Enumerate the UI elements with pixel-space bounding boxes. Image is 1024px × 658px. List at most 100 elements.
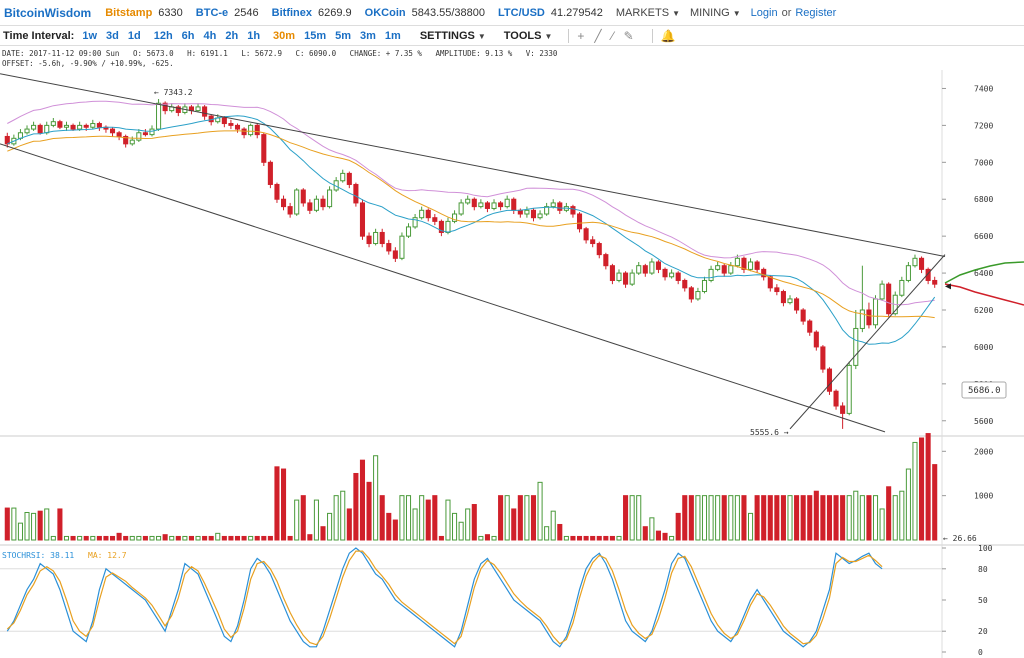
mining-menu-label: MINING <box>690 6 730 19</box>
volume-bar <box>563 535 569 541</box>
pen-tool-icon[interactable]: ✎ <box>623 28 634 43</box>
volume-bar <box>109 535 116 541</box>
markets-menu[interactable]: MARKETS ▼ <box>616 7 680 19</box>
interval-3m[interactable]: 3m <box>360 29 376 42</box>
volume-bar <box>182 535 188 541</box>
candle-body <box>412 217 418 228</box>
candle-body <box>708 268 714 281</box>
interval-4h[interactable]: 4h <box>203 29 217 42</box>
toolbar-divider <box>651 28 653 43</box>
price-tick-label: 5600 <box>974 417 993 426</box>
candle-body <box>281 198 287 208</box>
volume-bar <box>346 508 352 541</box>
candle-body <box>366 235 372 245</box>
volume-bar <box>287 535 293 541</box>
candle-body <box>320 198 326 208</box>
volume-bar <box>77 535 83 541</box>
chart-toolbar: Time Interval: 1w 3d 1d 12h 6h 4h 2h 1h … <box>0 26 1024 46</box>
candle-body <box>623 272 629 285</box>
interval-1m[interactable]: 1m <box>384 29 401 42</box>
interval-12h[interactable]: 12h <box>153 29 173 42</box>
volume-bar <box>728 495 734 541</box>
interval-1w[interactable]: 1w <box>82 29 98 42</box>
candle-body <box>465 198 471 204</box>
candle-body <box>609 265 615 281</box>
interval-30m[interactable]: 30m <box>273 29 296 42</box>
candle-body <box>728 265 734 274</box>
market-name: Bitstamp <box>105 6 153 19</box>
interval-6h[interactable]: 6h <box>181 29 195 42</box>
login-link[interactable]: Login <box>750 6 778 19</box>
candle-body <box>715 265 721 270</box>
volume-bar <box>267 535 273 541</box>
register-link[interactable]: Register <box>795 6 837 19</box>
interval-1d[interactable]: 1d <box>127 29 141 42</box>
stoch-tick-label: 20 <box>978 627 988 636</box>
volume-bar <box>826 495 833 541</box>
candle-body <box>774 287 780 293</box>
volume-bar <box>695 495 701 541</box>
volume-bar <box>872 495 879 541</box>
market-btce[interactable]: BTC-e 2546 <box>196 7 259 19</box>
candle-body <box>504 198 510 208</box>
volume-bar <box>833 495 839 541</box>
stoch-rsi-label: STOCHRSI: 38.11 <box>2 551 74 560</box>
candle-body <box>195 106 201 112</box>
settings-menu[interactable]: SETTINGS ▼ <box>420 30 486 42</box>
volume-bar <box>175 535 181 541</box>
mining-menu[interactable]: MINING ▼ <box>690 7 741 19</box>
volume-bar <box>919 437 925 541</box>
candle-body <box>761 268 767 278</box>
interval-5m[interactable]: 5m <box>335 29 352 42</box>
candle-body <box>90 123 96 128</box>
candle-body <box>616 272 622 281</box>
bid-depth-line <box>944 261 1024 284</box>
volume-bar <box>800 495 806 541</box>
stoch-tick-label: 50 <box>978 596 988 605</box>
ray-tool-icon[interactable]: ⁄ <box>611 28 614 43</box>
candle-body <box>636 265 642 274</box>
candle-body <box>340 172 346 182</box>
volume-bar <box>116 532 122 541</box>
candle-body <box>221 117 227 125</box>
interval-1h[interactable]: 1h <box>247 29 261 42</box>
tools-menu[interactable]: TOOLS ▼ <box>504 30 553 42</box>
line-tool-icon[interactable]: ╱ <box>594 28 602 43</box>
candle-body <box>662 268 668 278</box>
brand-logo[interactable]: BitcoinWisdom <box>4 5 92 20</box>
market-ltc-usd[interactable]: LTC/USD 41.279542 <box>498 7 603 19</box>
volume-bar <box>83 535 89 541</box>
volume-bar <box>787 495 793 541</box>
candle-body <box>405 226 412 237</box>
candle-body <box>392 250 398 259</box>
volume-bar <box>405 495 412 541</box>
volume-bar <box>202 535 208 541</box>
market-okcoin[interactable]: OKCoin 5843.55/38800 <box>365 7 485 19</box>
candle-body <box>530 209 537 219</box>
market-bitfinex[interactable]: Bitfinex 6269.9 <box>272 7 352 19</box>
candle-body <box>399 235 405 259</box>
candle-body <box>675 272 681 281</box>
volume-bar <box>866 495 872 541</box>
volume-bar <box>596 535 602 541</box>
candle-body <box>813 331 819 348</box>
candle-body <box>327 189 333 208</box>
crosshair-icon[interactable]: + <box>577 28 585 43</box>
volume-bar <box>386 512 392 541</box>
current-price-label: 5686.0 <box>968 386 1001 396</box>
candle-body <box>274 183 280 200</box>
interval-2h[interactable]: 2h <box>225 29 239 42</box>
candle-body <box>261 134 267 163</box>
candle-body <box>432 217 438 222</box>
volume-bar <box>715 495 721 541</box>
volume-bar <box>530 495 537 541</box>
market-price: 6330 <box>158 6 183 19</box>
candle-body <box>846 364 852 414</box>
interval-3d[interactable]: 3d <box>106 29 119 42</box>
interval-15m[interactable]: 15m <box>304 29 327 42</box>
candle-body <box>294 189 300 215</box>
chevron-down-icon: ▼ <box>672 8 680 18</box>
market-bitstamp[interactable]: Bitstamp 6330 <box>105 7 183 19</box>
bell-icon[interactable]: 🔔 <box>660 28 676 43</box>
